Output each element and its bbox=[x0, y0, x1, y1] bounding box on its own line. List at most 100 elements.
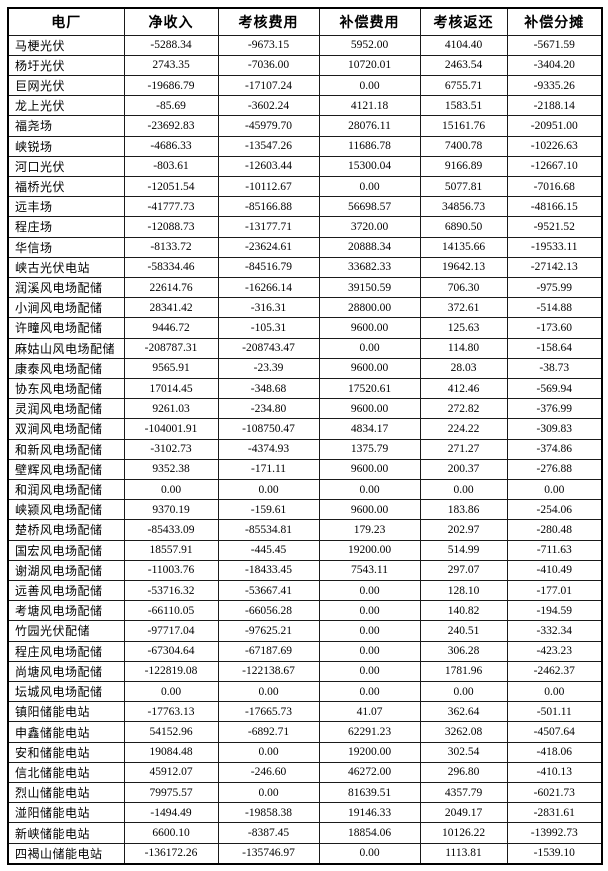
value-cell: 9600.00 bbox=[318, 458, 421, 480]
value-cell: 125.63 bbox=[419, 317, 508, 339]
settlement-table: 电厂 净收入 考核费用 补偿费用 考核返还 补偿分摊 马梗光伏 -5288.34 -9673.… bbox=[7, 7, 603, 865]
value-cell: 9446.72 bbox=[123, 317, 219, 339]
value-cell: 0.00 bbox=[318, 579, 421, 602]
header-row: 电厂 净收入 考核费用 补偿费用 考核返还 补偿分摊 bbox=[7, 7, 603, 36]
plant-name-cell: 申鑫储能电站 bbox=[7, 721, 125, 743]
value-cell: -423.23 bbox=[506, 640, 603, 662]
plant-name-cell: 康泰风电场配储 bbox=[7, 357, 125, 379]
table-row: 小涧风电场配储 28341.42 -316.31 28800.00 372.61 -514… bbox=[7, 297, 603, 319]
value-cell: 79975.57 bbox=[123, 782, 219, 804]
value-cell: -122138.67 bbox=[217, 660, 320, 683]
table-row: 湴阳储能电站 -1494.49 -19858.38 19146.33 2049.17 -2… bbox=[7, 802, 603, 824]
value-cell: 0.00 bbox=[318, 478, 421, 501]
plant-name-cell: 湴阳储能电站 bbox=[7, 802, 125, 824]
value-cell: 372.61 bbox=[419, 297, 508, 319]
value-cell: 706.30 bbox=[419, 276, 508, 299]
value-cell: -5671.59 bbox=[506, 34, 603, 56]
value-cell: 412.46 bbox=[419, 377, 508, 400]
table-row: 安和储能电站 19084.48 0.00 19200.00 302.54 -418.06 bbox=[7, 741, 603, 763]
value-cell: 1583.51 bbox=[419, 95, 508, 117]
table-row: 和新风电场配储 -3102.73 -4374.93 1375.79 271.27 -374… bbox=[7, 438, 603, 460]
plant-name-cell: 楚桥风电场配储 bbox=[7, 519, 125, 541]
plant-name-cell: 考塘风电场配储 bbox=[7, 600, 125, 622]
plant-name-cell: 程庄场 bbox=[7, 216, 125, 238]
value-cell: 0.00 bbox=[318, 842, 421, 865]
value-cell: 302.54 bbox=[419, 741, 508, 763]
column-header-plant: 电厂 bbox=[7, 7, 125, 36]
value-cell: -3404.20 bbox=[506, 54, 603, 76]
value-cell: 2463.54 bbox=[419, 54, 508, 76]
value-cell: -208743.47 bbox=[217, 337, 320, 359]
value-cell: -254.06 bbox=[506, 499, 603, 521]
table-row: 壁辉风电场配储 9352.38 -171.11 9600.00 200.37 -276.8… bbox=[7, 458, 603, 480]
value-cell: 3262.08 bbox=[419, 721, 508, 743]
value-cell: 9600.00 bbox=[318, 357, 421, 379]
table-row: 康泰风电场配储 9565.91 -23.39 9600.00 28.03 -38.73 bbox=[7, 357, 603, 379]
value-cell: 514.99 bbox=[419, 539, 508, 561]
value-cell: 0.00 bbox=[318, 640, 421, 662]
value-cell: 6755.71 bbox=[419, 74, 508, 97]
value-cell: 17520.61 bbox=[318, 377, 421, 400]
table-row: 烈山储能电站 79975.57 0.00 81639.51 4357.79 -6021.7… bbox=[7, 782, 603, 804]
value-cell: -332.34 bbox=[506, 620, 603, 642]
value-cell: -10112.67 bbox=[217, 175, 320, 198]
value-cell: -17107.24 bbox=[217, 74, 320, 97]
value-cell: -1494.49 bbox=[123, 802, 219, 824]
plant-name-cell: 润溪风电场配储 bbox=[7, 276, 125, 299]
value-cell: -122819.08 bbox=[123, 660, 219, 683]
value-cell: -9335.26 bbox=[506, 74, 603, 97]
value-cell: 10126.22 bbox=[419, 822, 508, 844]
plant-name-cell: 许疃风电场配储 bbox=[7, 317, 125, 339]
value-cell: 19146.33 bbox=[318, 802, 421, 824]
value-cell: -23.39 bbox=[217, 357, 320, 379]
value-cell: -410.49 bbox=[506, 559, 603, 581]
value-cell: 1781.96 bbox=[419, 660, 508, 683]
plant-name-cell: 峡古光伏电站 bbox=[7, 256, 125, 278]
value-cell: 200.37 bbox=[419, 458, 508, 480]
value-cell: -9673.15 bbox=[217, 34, 320, 56]
value-cell: 4104.40 bbox=[419, 34, 508, 56]
column-header-assessment-return: 考核返还 bbox=[419, 7, 508, 36]
column-header-compensation-fee: 补偿费用 bbox=[318, 7, 421, 36]
value-cell: 5952.00 bbox=[318, 34, 421, 56]
column-header-compensation-share: 补偿分摊 bbox=[506, 7, 603, 36]
value-cell: 9600.00 bbox=[318, 499, 421, 521]
value-cell: -376.99 bbox=[506, 398, 603, 420]
value-cell: 33682.33 bbox=[318, 256, 421, 278]
value-cell: -104001.91 bbox=[123, 418, 219, 440]
table-row: 谢湖风电场配储 -11003.76 -18433.45 7543.11 297.07 -4… bbox=[7, 559, 603, 581]
table-row: 坛城风电场配储 0.00 0.00 0.00 0.00 0.00 bbox=[7, 680, 603, 703]
plant-name-cell: 壁辉风电场配储 bbox=[7, 458, 125, 480]
value-cell: -276.88 bbox=[506, 458, 603, 480]
value-cell: 28076.11 bbox=[318, 115, 421, 137]
value-cell: -105.31 bbox=[217, 317, 320, 339]
plant-name-cell: 马梗光伏 bbox=[7, 34, 125, 56]
plant-name-cell: 程庄风电场配储 bbox=[7, 640, 125, 662]
value-cell: 19200.00 bbox=[318, 741, 421, 763]
value-cell: -711.63 bbox=[506, 539, 603, 561]
value-cell: 17014.45 bbox=[123, 377, 219, 400]
value-cell: -2462.37 bbox=[506, 660, 603, 683]
value-cell: 9166.89 bbox=[419, 155, 508, 177]
value-cell: -3602.24 bbox=[217, 95, 320, 117]
value-cell: -6021.73 bbox=[506, 782, 603, 804]
value-cell: 224.22 bbox=[419, 418, 508, 440]
value-cell: 0.00 bbox=[318, 620, 421, 642]
value-cell: 22614.76 bbox=[123, 276, 219, 299]
value-cell: 0.00 bbox=[217, 478, 320, 501]
value-cell: 9261.03 bbox=[123, 398, 219, 420]
plant-name-cell: 协东风电场配储 bbox=[7, 377, 125, 400]
value-cell: -19686.79 bbox=[123, 74, 219, 97]
table-row: 协东风电场配储 17014.45 -348.68 17520.61 412.46 -569… bbox=[7, 377, 603, 400]
table-row: 远善风电场配储 -53716.32 -53667.41 0.00 128.10 -177.… bbox=[7, 579, 603, 602]
value-cell: -158.64 bbox=[506, 337, 603, 359]
plant-name-cell: 河口光伏 bbox=[7, 155, 125, 177]
plant-name-cell: 龙上光伏 bbox=[7, 95, 125, 117]
value-cell: -38.73 bbox=[506, 357, 603, 379]
plant-name-cell: 安和储能电站 bbox=[7, 741, 125, 763]
plant-name-cell: 巨网光伏 bbox=[7, 74, 125, 97]
table-row: 龙上光伏 -85.69 -3602.24 4121.18 1583.51 -2188.14 bbox=[7, 95, 603, 117]
table-row: 华信场 -8133.72 -23624.61 20888.34 14135.66 -195… bbox=[7, 236, 603, 258]
value-cell: 202.97 bbox=[419, 519, 508, 541]
